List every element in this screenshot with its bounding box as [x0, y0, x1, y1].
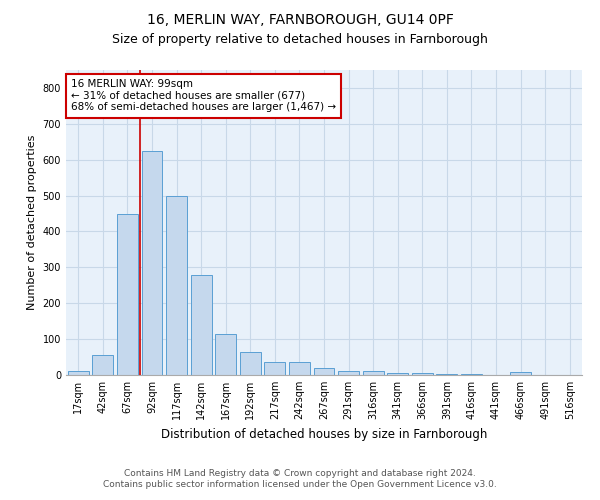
- Bar: [92, 356, 113, 375]
- Bar: [362, 372, 383, 375]
- Bar: [166, 196, 187, 375]
- Text: 16 MERLIN WAY: 99sqm
← 31% of detached houses are smaller (677)
68% of semi-deta: 16 MERLIN WAY: 99sqm ← 31% of detached h…: [71, 79, 336, 112]
- Bar: [191, 274, 212, 375]
- Text: Size of property relative to detached houses in Farnborough: Size of property relative to detached ho…: [112, 32, 488, 46]
- Y-axis label: Number of detached properties: Number of detached properties: [27, 135, 37, 310]
- Bar: [510, 372, 531, 375]
- Bar: [117, 214, 138, 375]
- Bar: [338, 372, 359, 375]
- Bar: [436, 374, 457, 375]
- Text: Contains public sector information licensed under the Open Government Licence v3: Contains public sector information licen…: [103, 480, 497, 489]
- Bar: [387, 373, 408, 375]
- Bar: [265, 362, 286, 375]
- Bar: [240, 352, 261, 375]
- Text: 16, MERLIN WAY, FARNBOROUGH, GU14 0PF: 16, MERLIN WAY, FARNBOROUGH, GU14 0PF: [146, 12, 454, 26]
- Bar: [314, 368, 334, 375]
- Text: Contains HM Land Registry data © Crown copyright and database right 2024.: Contains HM Land Registry data © Crown c…: [124, 468, 476, 477]
- Bar: [289, 362, 310, 375]
- X-axis label: Distribution of detached houses by size in Farnborough: Distribution of detached houses by size …: [161, 428, 487, 440]
- Bar: [461, 374, 482, 375]
- Bar: [68, 372, 89, 375]
- Bar: [412, 373, 433, 375]
- Bar: [215, 334, 236, 375]
- Bar: [142, 150, 163, 375]
